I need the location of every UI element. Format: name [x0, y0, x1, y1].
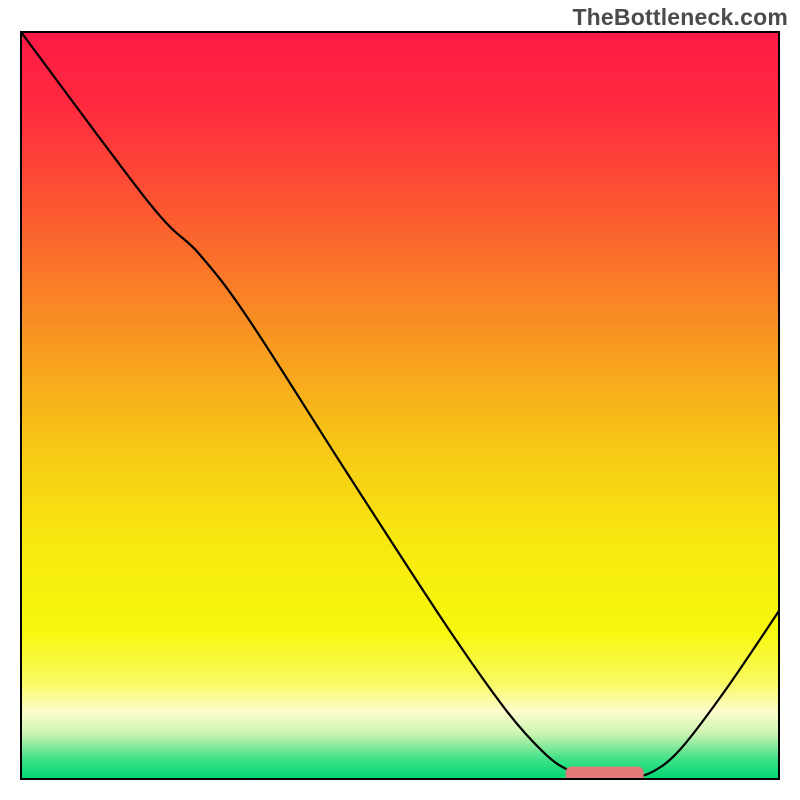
optimal-marker	[566, 767, 644, 783]
chart-background	[21, 32, 779, 779]
bottleneck-curve-chart	[0, 0, 800, 800]
chart-container: TheBottleneck.com	[0, 0, 800, 800]
watermark-text: TheBottleneck.com	[572, 4, 788, 31]
